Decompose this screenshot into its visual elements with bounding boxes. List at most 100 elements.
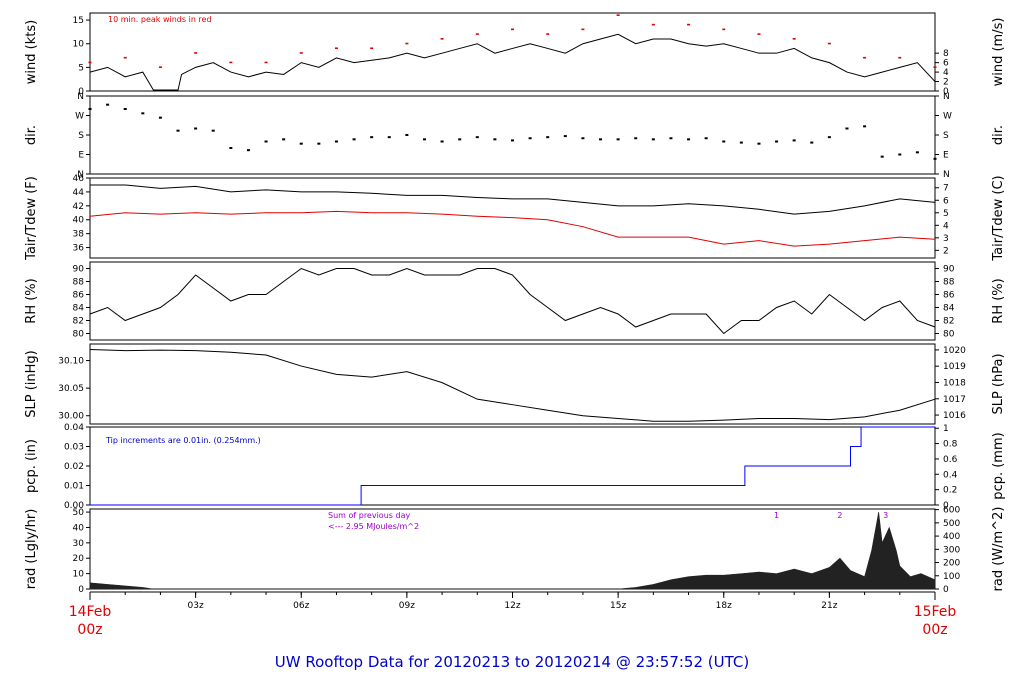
slp-ytick-left-label: 30.05 (58, 384, 84, 394)
dir-point (88, 108, 92, 110)
wind-peak-point (687, 23, 691, 26)
wind-peak-point (581, 28, 585, 31)
slp-ytick-left-label: 30.00 (58, 412, 84, 422)
rh-ytick-right-label: 84 (943, 304, 955, 314)
end-time-label: 00z (922, 622, 947, 638)
dir-point (176, 129, 180, 132)
rad-area (89, 512, 936, 590)
dir-point (863, 125, 867, 128)
pcp-ytick-left-label: 0.03 (64, 443, 84, 453)
wind-ytick-right-label: 2 (943, 78, 949, 88)
rh-ytick-left-label: 90 (73, 265, 85, 275)
rh-ytick-left-label: 84 (73, 304, 85, 314)
pcp-panel: 0.00 0.01 0.02 0.03 0.04 0 0.2 0.4 0.6 0.8 1 pcp. (… (24, 423, 1006, 511)
dir-point (722, 140, 726, 143)
rad-ytick-left-label: 0 (78, 585, 84, 595)
dir-point (246, 149, 250, 152)
wind-ytick-right-label: 0 (943, 87, 949, 97)
rh-ytick-left-label: 86 (73, 291, 85, 301)
temp-ytick-right-label: 6 (943, 196, 949, 206)
dir-ytick-right-label: W (943, 112, 952, 122)
temp-ytick-right-label: 2 (943, 246, 949, 256)
temp-ytick-right-label: 7 (943, 184, 949, 194)
time-tick-label: 18z (716, 601, 732, 611)
pcp-annotation: Tip increments are 0.01in. (0.254mm.) (105, 436, 261, 445)
rad-ytick-left-label: 10 (73, 570, 85, 580)
dir-point (581, 137, 585, 140)
dir-point (493, 138, 497, 141)
temp-ylabel-right: Tair/Tdew (C) (991, 175, 1006, 261)
rad-ytick-right-label: 300 (943, 545, 960, 555)
rad-ytick-right-label: 0 (943, 585, 949, 595)
wind-ylabel-left: wind (kts) (24, 20, 39, 84)
wind-peak-point (370, 47, 374, 50)
dir-point (264, 140, 268, 143)
wind-peak-point (546, 33, 550, 35)
dir-frame (89, 95, 936, 175)
dir-point (898, 153, 902, 156)
wind-peak-point (898, 56, 902, 59)
wind-peak-point (299, 52, 303, 54)
dir-point (282, 138, 286, 141)
rad-marker: 1 (774, 511, 779, 520)
pcp-ytick-right-label: 0.4 (943, 470, 958, 480)
rad-marker: 2 (837, 511, 842, 520)
pcp-ytick-left-label: 0.04 (64, 423, 84, 433)
wind-ytick-right-label: 4 (943, 68, 949, 78)
wind-peak-point (229, 61, 233, 64)
slp-ytick-right-label: 1019 (943, 362, 966, 372)
dir-point (334, 140, 338, 143)
temp-series-line-0 (90, 184, 936, 215)
rad-ylabel-left: rad (Lgly/hr) (24, 509, 39, 590)
rh-ylabel-right: RH (%) (991, 278, 1006, 323)
dir-ylabel-right: dir. (991, 125, 1006, 145)
dir-ytick-right-label: E (943, 151, 949, 161)
dir-point (211, 129, 215, 132)
dir-point (440, 140, 444, 143)
pcp-ytick-left-label: 0.02 (64, 462, 84, 472)
rh-frame (89, 261, 936, 341)
dir-point (687, 138, 691, 141)
dir-point (757, 142, 761, 145)
pcp-ytick-left-label: 0.01 (64, 482, 84, 492)
pcp-ylabel-right: pcp. (mm) (991, 432, 1006, 499)
temp-ytick-left-label: 36 (73, 244, 85, 254)
rh-ytick-right-label: 80 (943, 330, 955, 340)
dir-point (299, 142, 303, 145)
time-tick-label: 12z (504, 601, 520, 611)
wind-peak-point (158, 66, 162, 68)
rad-marker: 3 (883, 511, 888, 520)
dir-ytick-left-label: E (78, 151, 84, 161)
start-time-label: 00z (77, 622, 102, 638)
wind-ytick-left-label: 0 (78, 87, 84, 97)
wind-peak-point (475, 33, 479, 35)
temp-ytick-left-label: 46 (73, 174, 85, 184)
dir-point (405, 134, 409, 136)
wind-peak-point (511, 28, 514, 31)
time-tick-label: 21z (821, 601, 837, 611)
dir-point (458, 138, 462, 141)
wind-ytick-right-label: 8 (943, 49, 949, 59)
slp-ylabel-right: SLP (hPa) (991, 353, 1006, 414)
dir-point (511, 139, 514, 142)
dir-point (317, 142, 321, 145)
rad-ytick-right-label: 500 (943, 519, 960, 529)
dir-point (158, 116, 162, 119)
dir-point (352, 138, 356, 141)
temp-ylabel-left: Tair/Tdew (F) (24, 176, 39, 261)
wind-ytick-right-label: 6 (943, 59, 949, 69)
dir-point (880, 155, 884, 158)
dir-point (123, 108, 127, 110)
temp-ytick-left-label: 44 (73, 188, 85, 198)
wind-peak-point (405, 42, 409, 45)
rad-ytick-right-label: 400 (943, 532, 960, 542)
dir-ytick-right-label: N (943, 92, 950, 102)
dir-point (422, 138, 426, 141)
dir-point (599, 138, 603, 141)
temp-series-line-1 (89, 210, 936, 247)
rh-series-line-0 (89, 267, 936, 335)
temp-ytick-left-label: 40 (73, 216, 85, 226)
